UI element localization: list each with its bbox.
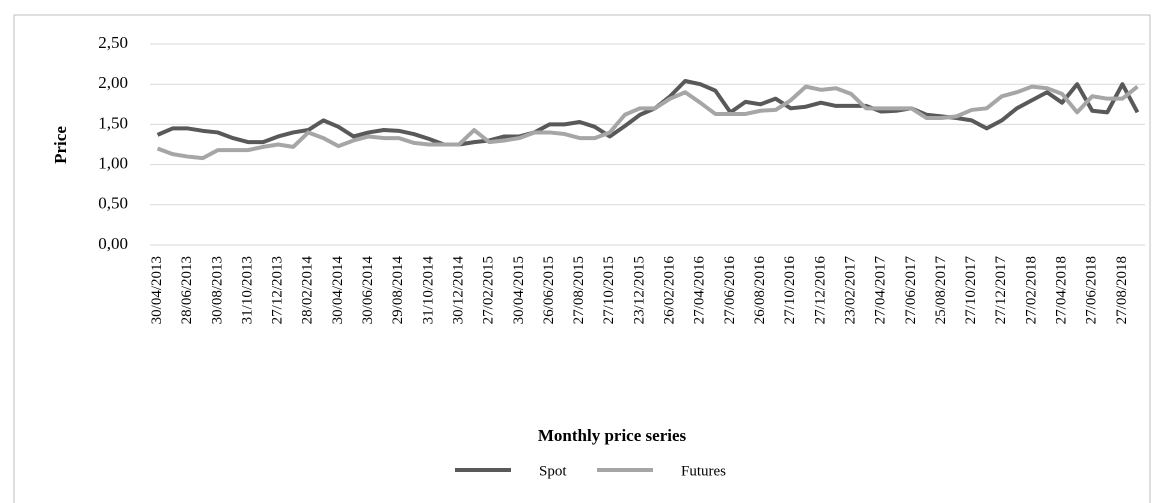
y-tick-label: 1,50 [98,113,128,132]
x-tick-label: 27/04/2018 [1054,256,1070,324]
x-tick-label: 30/08/2013 [209,256,225,324]
x-tick-label: 27/02/2018 [1023,256,1039,324]
x-tick-label: 30/06/2014 [360,256,376,325]
legend-label: Spot [539,463,567,479]
x-tick-label: 27/04/2017 [873,256,889,325]
x-tick-label: 29/08/2014 [390,256,406,325]
x-tick-label: 31/10/2013 [239,256,255,324]
x-tick-label: 27/02/2015 [481,256,497,324]
x-tick-label: 27/06/2017 [903,256,919,325]
x-tick-label: 31/10/2014 [420,256,436,325]
x-tick-label: 30/04/2015 [511,256,527,324]
y-tick-label: 0,50 [98,194,128,213]
legend-label: Futures [681,463,726,479]
x-tick-label: 28/06/2013 [179,256,195,324]
x-tick-label: 27/08/2015 [571,256,587,324]
x-tick-label: 27/12/2016 [812,256,828,325]
series-line [156,84,1139,161]
x-tick-label: 26/02/2016 [662,256,678,325]
x-tick-label: 25/08/2017 [933,256,949,325]
x-tick-label: 27/12/2013 [270,256,286,324]
y-axis-title: Price [51,126,70,164]
x-tick-label: 30/04/2014 [330,256,346,325]
x-tick-label: 27/06/2016 [722,256,738,325]
x-tick-label: 27/04/2016 [692,256,708,325]
x-tick-label: 27/10/2017 [963,256,979,325]
x-axis-title: Monthly price series [538,426,687,445]
x-tick-label: 26/08/2016 [752,256,768,325]
x-tick-label: 26/06/2015 [541,256,557,324]
y-tick-label: 0,00 [98,234,128,253]
x-tick-label: 27/12/2017 [993,256,1009,325]
x-tick-label: 27/10/2015 [601,256,617,324]
y-tick-label: 2,50 [98,33,128,52]
x-tick-label: 27/08/2018 [1114,256,1130,324]
chart-border [13,14,1151,503]
x-tick-label: 28/02/2014 [300,256,316,325]
x-tick-label: 23/12/2015 [631,256,647,324]
x-tick-label: 30/04/2013 [149,256,165,324]
series-line [156,78,1140,147]
x-tick-label: 30/12/2014 [450,256,466,325]
x-tick-label: 27/06/2018 [1084,256,1100,324]
y-tick-label: 2,00 [98,73,128,92]
x-tick-label: 23/02/2017 [842,256,858,325]
y-tick-label: 1,00 [98,154,128,173]
x-tick-label: 27/10/2016 [782,256,798,325]
